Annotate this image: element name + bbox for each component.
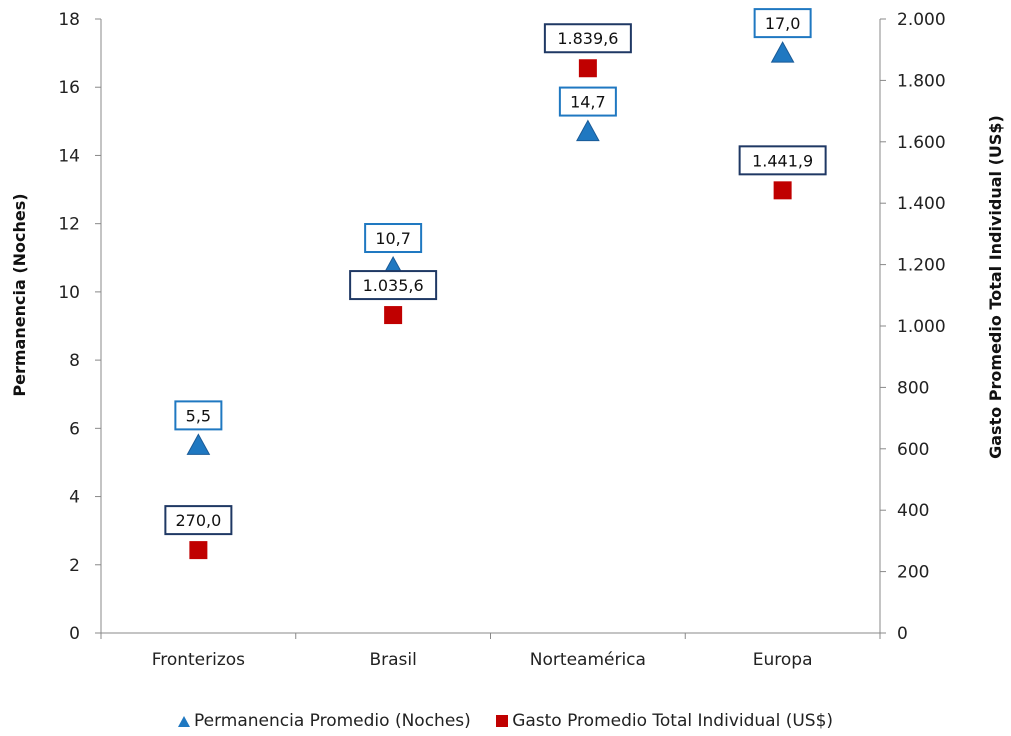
data-label: 1.441,9	[752, 151, 813, 170]
data-label-box	[558, 86, 617, 117]
y-tick-label: 14	[58, 146, 80, 166]
x-tick-label: Brasil	[369, 650, 416, 670]
legend-item-permanencia: Permanencia Promedio (Noches)	[177, 711, 471, 731]
y-tick-label: 0	[69, 624, 80, 644]
y2-tick-label: 1.200	[897, 256, 946, 276]
y-tick-label: 8	[69, 351, 80, 371]
y-tick-label: 6	[69, 419, 80, 439]
x-tick-label: Europa	[753, 650, 813, 670]
triangle-marker-icon	[177, 715, 190, 727]
data-label: 1.839,6	[557, 29, 618, 48]
y2-axis-title: Gasto Promedio Total Individual (US$)	[986, 115, 1005, 459]
y-tick-label: 18	[58, 10, 80, 30]
triangle-point	[576, 119, 600, 142]
y2-tick-label: 200	[897, 563, 929, 583]
data-label: 1.035,6	[363, 276, 424, 295]
triangle-point	[186, 433, 211, 455]
data-label-box	[164, 505, 233, 536]
legend: Permanencia Promedio (Noches) Gasto Prom…	[0, 711, 1011, 731]
y2-tick-label: 1.400	[897, 194, 946, 214]
data-label: 270,0	[175, 511, 221, 530]
y-axis-title: Permanencia (Noches)	[10, 193, 29, 396]
y2-tick-label: 2.000	[897, 10, 946, 30]
y-tick-label: 4	[69, 488, 80, 508]
data-label-box	[543, 23, 632, 54]
y-tick-label: 16	[58, 78, 80, 98]
legend-label-permanencia: Permanencia Promedio (Noches)	[193, 711, 471, 731]
x-tick-label: Norteamérica	[530, 650, 646, 670]
y2-tick-label: 400	[897, 501, 929, 521]
square-point	[773, 181, 792, 200]
y2-tick-label: 1.600	[897, 133, 946, 153]
y2-tick-label: 0	[897, 624, 908, 644]
x-tick-label: Fronterizos	[152, 650, 245, 670]
square-marker-icon	[496, 715, 509, 727]
data-label: 10,7	[375, 229, 411, 248]
y-tick-label: 12	[58, 215, 80, 235]
data-label-box	[753, 8, 812, 39]
data-label-box	[738, 145, 827, 176]
y2-tick-label: 600	[897, 440, 929, 460]
data-label: 5,5	[186, 406, 211, 425]
y2-tick-label: 800	[897, 378, 929, 398]
data-label: 17,0	[765, 14, 801, 33]
chart: 0 2 4 6 8 10 12 14 16 18 0 200 400 600 800 1.000 1.200 1…	[10, 8, 1005, 670]
data-label-box	[349, 270, 438, 301]
square-point	[384, 306, 403, 325]
legend-item-gasto: Gasto Promedio Total Individual (US$)	[496, 711, 833, 731]
legend-label-gasto: Gasto Promedio Total Individual (US$)	[512, 711, 834, 731]
square-point	[578, 59, 597, 78]
y-tick-label: 10	[58, 283, 80, 303]
triangle-point	[770, 41, 795, 63]
y2-tick-label: 1.800	[897, 71, 946, 91]
data-label-box	[364, 223, 423, 254]
y2-tick-label: 1.000	[897, 317, 946, 337]
data-label-box	[174, 400, 223, 431]
y-tick-label: 2	[69, 556, 80, 576]
data-label: 14,7	[570, 93, 606, 112]
square-point	[189, 541, 208, 560]
